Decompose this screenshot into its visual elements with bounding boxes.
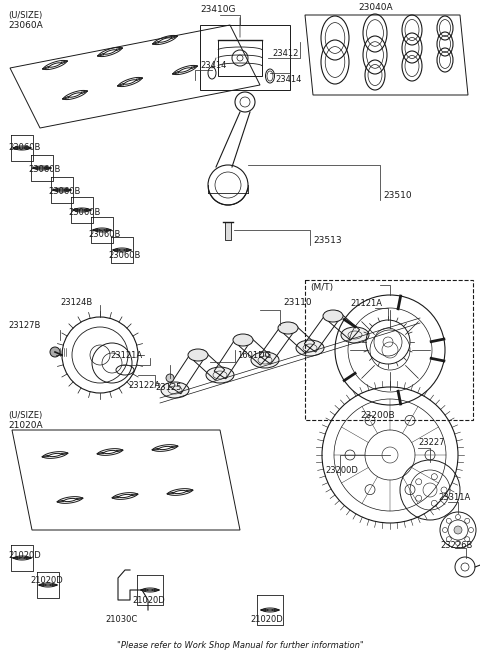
Text: 23127B: 23127B: [8, 321, 40, 330]
Text: 21030C: 21030C: [105, 615, 137, 624]
Text: 23040A: 23040A: [358, 3, 393, 12]
Circle shape: [166, 374, 174, 382]
Text: 21020D: 21020D: [30, 576, 63, 585]
Text: 23060B: 23060B: [48, 187, 80, 196]
Text: 23410G: 23410G: [200, 5, 236, 14]
Text: 1601DG: 1601DG: [237, 351, 271, 360]
Text: 23227: 23227: [418, 438, 444, 447]
Text: 23414: 23414: [200, 61, 227, 70]
Text: 21020D: 21020D: [8, 551, 41, 560]
Text: 21121A: 21121A: [350, 299, 382, 308]
Text: 21020D: 21020D: [250, 615, 283, 624]
Text: 23060B: 23060B: [68, 208, 100, 217]
Text: 23121A: 23121A: [110, 351, 142, 360]
Text: 23200B: 23200B: [360, 411, 395, 420]
Ellipse shape: [233, 334, 253, 346]
Text: 23412: 23412: [272, 49, 299, 58]
Text: 23060A: 23060A: [8, 21, 43, 30]
Text: 23122A: 23122A: [128, 381, 160, 390]
Text: 23200D: 23200D: [325, 466, 358, 475]
Text: "Please refer to Work Shop Manual for further information": "Please refer to Work Shop Manual for fu…: [117, 641, 363, 650]
Text: 23060B: 23060B: [28, 165, 60, 174]
Text: 23125: 23125: [155, 383, 181, 392]
Ellipse shape: [296, 340, 324, 356]
Ellipse shape: [251, 352, 279, 368]
Circle shape: [50, 347, 60, 357]
Text: 23060B: 23060B: [8, 143, 40, 152]
Text: 23414: 23414: [275, 75, 301, 84]
Ellipse shape: [161, 382, 189, 398]
Text: 23060B: 23060B: [88, 230, 120, 239]
Ellipse shape: [278, 322, 298, 334]
Ellipse shape: [188, 349, 208, 361]
Ellipse shape: [323, 310, 343, 322]
Circle shape: [454, 526, 462, 534]
Text: 21020A: 21020A: [8, 421, 43, 430]
Ellipse shape: [341, 327, 369, 343]
Text: 21020D: 21020D: [132, 596, 165, 605]
Text: 23510: 23510: [383, 191, 412, 200]
Text: 23226B: 23226B: [440, 541, 472, 550]
Text: (M/T): (M/T): [310, 283, 333, 292]
Text: 23311A: 23311A: [438, 493, 470, 502]
Text: 23110: 23110: [283, 298, 312, 307]
Bar: [305, 280, 473, 420]
Text: (U/SIZE): (U/SIZE): [8, 411, 42, 420]
Text: 23513: 23513: [313, 236, 342, 245]
Ellipse shape: [206, 367, 234, 383]
Bar: [225, 222, 231, 240]
Bar: [218, 40, 262, 76]
Text: (U/SIZE): (U/SIZE): [8, 11, 42, 20]
Text: 23060B: 23060B: [108, 251, 140, 260]
Text: 23124B: 23124B: [60, 298, 92, 307]
